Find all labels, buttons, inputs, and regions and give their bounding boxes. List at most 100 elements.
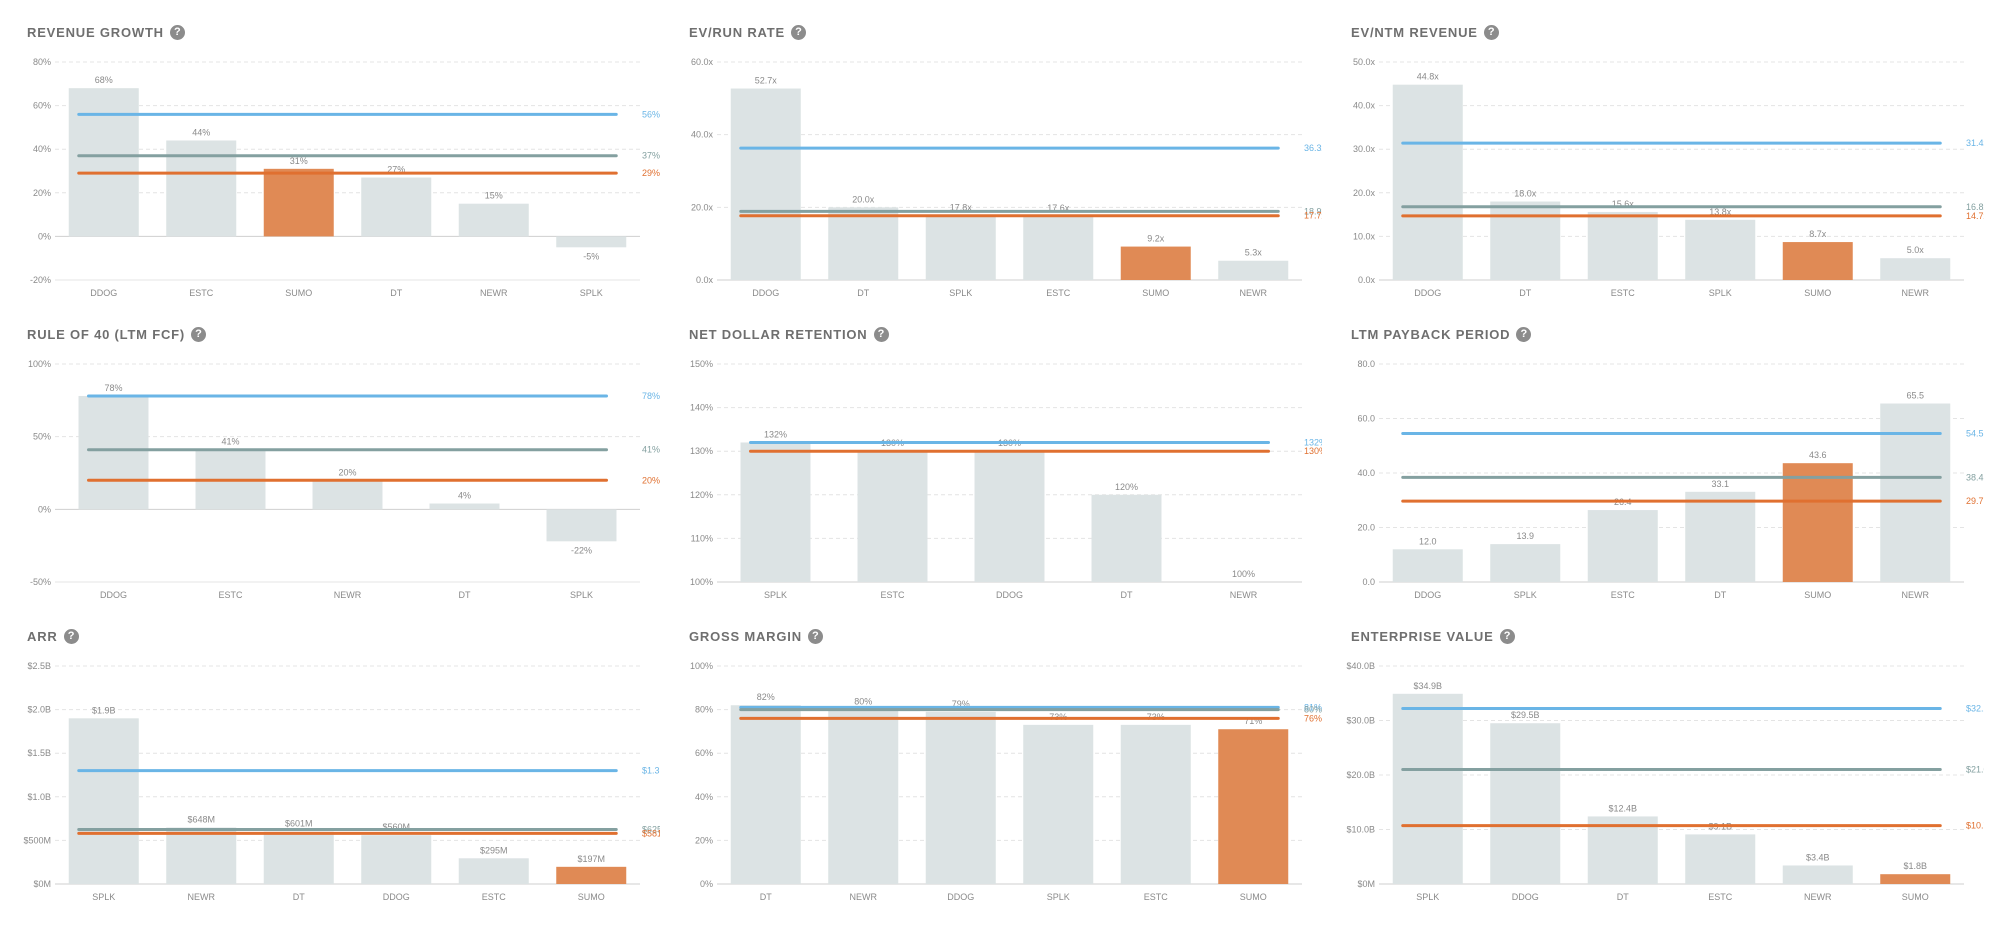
panel-header: GROSS MARGIN ? xyxy=(689,626,823,646)
bar-newr xyxy=(166,827,237,884)
y-tick-label: $10.0B xyxy=(1346,825,1375,835)
help-icon[interactable]: ? xyxy=(1499,628,1515,644)
bar-splk xyxy=(546,509,617,542)
panel-header: NET DOLLAR RETENTION ? xyxy=(689,324,889,344)
y-tick-label: 0.0x xyxy=(1358,275,1376,285)
data-label: 44.8x xyxy=(1417,72,1440,82)
x-tick-label: NEWR xyxy=(1804,892,1832,902)
reference-line-label: 56% xyxy=(642,109,660,119)
bar-chart: 0.0x 20.0x 40.0x 60.0x 52.7x DDOG 20.0x DT 17.8x… xyxy=(691,57,1322,298)
y-tick-label: 130% xyxy=(690,446,713,456)
y-tick-label: 50.0x xyxy=(1353,57,1376,67)
panel-title: NET DOLLAR RETENTION xyxy=(689,326,868,342)
help-icon[interactable]: ? xyxy=(873,326,889,342)
data-label: 17.6x xyxy=(1047,203,1070,213)
panel-header: LTM PAYBACK PERIOD ? xyxy=(1351,324,1532,344)
bar-splk xyxy=(556,236,627,248)
bar-dt xyxy=(361,177,432,237)
help-icon[interactable]: ? xyxy=(169,24,185,40)
x-tick-label: NEWR xyxy=(1240,288,1268,298)
y-tick-label: $0M xyxy=(33,879,51,889)
bar-newr xyxy=(1782,865,1853,884)
help-icon[interactable]: ? xyxy=(63,628,79,644)
data-label: 52.7x xyxy=(755,76,778,86)
bar-estc xyxy=(1685,834,1756,884)
y-tick-label: 140% xyxy=(690,403,713,413)
data-label: 79% xyxy=(952,699,970,709)
x-tick-label: ESTC xyxy=(482,892,507,902)
y-tick-label: 150% xyxy=(690,359,713,369)
bar-ddog xyxy=(361,835,432,884)
x-tick-label: SUMO xyxy=(1902,892,1929,902)
data-label: 15% xyxy=(485,191,503,201)
bar-chart: $0M $500M $1.0B $1.5B $2.0B $2.5B $1.9B SPLK $64… xyxy=(23,661,660,902)
x-tick-label: SPLK xyxy=(1709,288,1732,298)
bar-splk xyxy=(1490,544,1561,582)
bar-ddog xyxy=(1392,549,1463,582)
reference-line-label: 81% xyxy=(1304,702,1322,712)
data-label: 100% xyxy=(1232,569,1255,579)
bar-estc xyxy=(1587,211,1658,280)
data-label: 17.8x xyxy=(950,202,973,212)
y-tick-label: 20.0x xyxy=(691,202,714,212)
reference-line-label: 54.5 xyxy=(1966,428,1984,438)
panel-arr: ARR ? $0M $500M $1.0B $1.5B $2.0B $2.5B $1.9B S… xyxy=(0,604,660,904)
reference-line-label: 17.7x xyxy=(1304,211,1322,221)
data-label: 12.0 xyxy=(1419,536,1437,546)
panel-ev-ntm-revenue: EV/NTM REVENUE ? 0.0x 10.0x 20.0x 30.0x 40.0… xyxy=(1324,0,1984,300)
panel-title: EV/RUN RATE xyxy=(689,24,785,40)
data-label: 78% xyxy=(104,383,122,393)
panel-enterprise-value: ENTERPRISE VALUE ? $0M $10.0B $20.0B $30.0B… xyxy=(1324,604,1984,904)
bar-newr xyxy=(458,203,529,237)
x-tick-label: ESTC xyxy=(1144,892,1169,902)
x-tick-label: DT xyxy=(760,892,772,902)
reference-line-label: 14.7x xyxy=(1966,211,1984,221)
x-tick-label: DT xyxy=(1714,590,1726,600)
y-tick-label: 20.0x xyxy=(1353,188,1376,198)
y-tick-label: 0.0 xyxy=(1362,577,1375,587)
help-icon[interactable]: ? xyxy=(1516,326,1532,342)
reference-line-label: 80% xyxy=(1304,705,1322,715)
y-tick-label: -50% xyxy=(30,577,51,587)
panel-header: ARR ? xyxy=(27,626,79,646)
data-label: 8.7x xyxy=(1809,229,1827,239)
x-tick-label: ESTC xyxy=(1611,288,1636,298)
help-icon[interactable]: ? xyxy=(1483,24,1499,40)
x-tick-label: SPLK xyxy=(570,590,593,600)
x-tick-label: SPLK xyxy=(764,590,787,600)
x-tick-label: SPLK xyxy=(580,288,603,298)
bar-dt xyxy=(1587,816,1658,884)
x-tick-label: NEWR xyxy=(188,892,216,902)
x-tick-label: DDOG xyxy=(947,892,974,902)
reference-line-label: 29% xyxy=(642,168,660,178)
data-label: 80% xyxy=(854,697,872,707)
panel-header: REVENUE GROWTH ? xyxy=(27,22,185,42)
y-tick-label: 50% xyxy=(33,432,51,442)
x-tick-label: SPLK xyxy=(92,892,115,902)
help-icon[interactable]: ? xyxy=(807,628,823,644)
panel-revenue-growth: REVENUE GROWTH ? -20% 0% 20% 40% 60% 80% 68% DD… xyxy=(0,0,660,300)
bar-ddog xyxy=(1490,723,1561,884)
y-tick-label: 80% xyxy=(695,705,713,715)
help-icon[interactable]: ? xyxy=(191,326,207,342)
data-label: 71% xyxy=(1244,716,1262,726)
data-label: $1.9B xyxy=(92,705,116,715)
y-tick-label: $2.0B xyxy=(27,705,51,715)
x-tick-label: ESTC xyxy=(1708,892,1733,902)
bar-chart: 0.020.040.060.080.012.0DDOG13.9SPLK26.4E… xyxy=(1357,359,1984,600)
help-icon[interactable]: ? xyxy=(790,24,806,40)
x-tick-label: SUMO xyxy=(1804,288,1831,298)
panel-header: ENTERPRISE VALUE ? xyxy=(1351,626,1515,646)
y-tick-label: 120% xyxy=(690,490,713,500)
panel-ltm-payback-period: LTM PAYBACK PERIOD ? 0.0 20.0 40.0 60.0 80.0… xyxy=(1324,302,1984,602)
bar-newr xyxy=(1880,403,1951,582)
data-label: 43.6 xyxy=(1809,450,1827,460)
bar-splk xyxy=(1023,724,1094,884)
bar-newr xyxy=(1218,260,1289,280)
y-tick-label: 60.0x xyxy=(691,57,714,67)
data-label: 5.0x xyxy=(1907,245,1925,255)
y-tick-label: $40.0B xyxy=(1346,661,1375,671)
bar-sumo xyxy=(263,168,334,237)
x-tick-label: DT xyxy=(1121,590,1133,600)
x-tick-label: DDOG xyxy=(1414,288,1441,298)
